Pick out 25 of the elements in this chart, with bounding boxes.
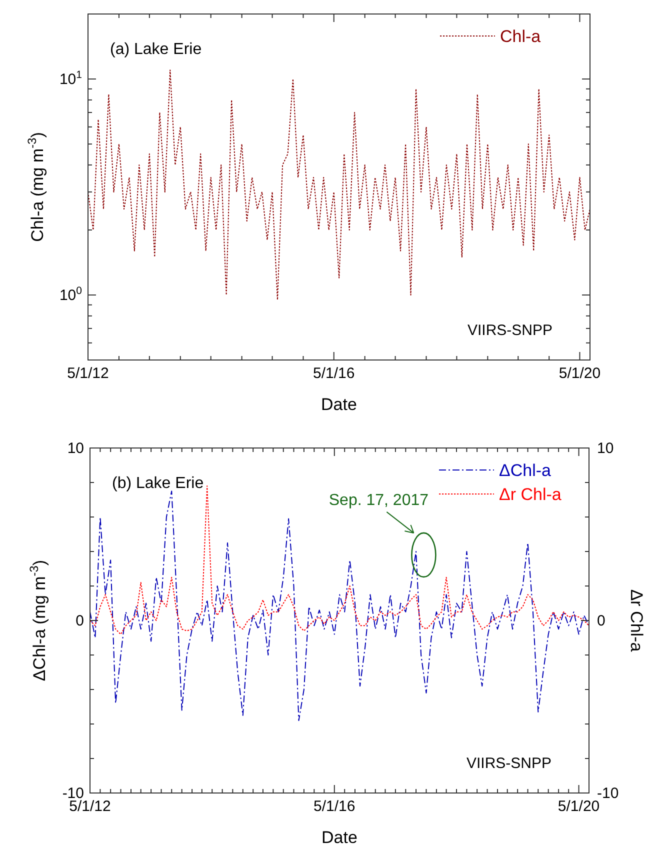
legend-label: ΔChl-a bbox=[499, 461, 552, 480]
annotation: (b) Lake Erie bbox=[112, 475, 204, 492]
x-axis-title: Date bbox=[321, 395, 357, 414]
x-axis-title: Date bbox=[322, 828, 358, 847]
y2-tick-label: 10 bbox=[597, 440, 614, 457]
annotation: (a) Lake Erie bbox=[110, 41, 202, 58]
y-tick-label: 0 bbox=[76, 612, 84, 630]
annotation: Sep. 17, 2017 bbox=[328, 492, 429, 509]
line-series bbox=[88, 70, 590, 300]
x-tick-label: 5/1/16 bbox=[313, 365, 355, 382]
x-tick-label: 5/1/16 bbox=[314, 798, 356, 815]
y2-tick-label: 0 bbox=[597, 612, 606, 630]
x-tick-label: 5/1/20 bbox=[558, 365, 601, 382]
y2-axis-title: Δr Chl-a bbox=[627, 589, 646, 652]
y2-tick-label: -10 bbox=[597, 785, 619, 802]
y-tick-label: 10$^{1}$ bbox=[59, 69, 82, 88]
annotation: VIIRS-SNPP bbox=[467, 322, 553, 339]
annotation: VIIRS-SNPP bbox=[466, 755, 552, 772]
legend-label: Chl-a bbox=[500, 27, 542, 46]
x-tick-label: 5/1/12 bbox=[67, 365, 109, 382]
y-tick-label: 10$^{0}$ bbox=[59, 284, 82, 304]
y-tick-label: 10 bbox=[67, 440, 84, 457]
x-tick-label: 5/1/20 bbox=[558, 798, 600, 815]
x-tick-label: 5/1/12 bbox=[69, 798, 111, 815]
legend-label: Δr Chl-a bbox=[499, 485, 562, 504]
